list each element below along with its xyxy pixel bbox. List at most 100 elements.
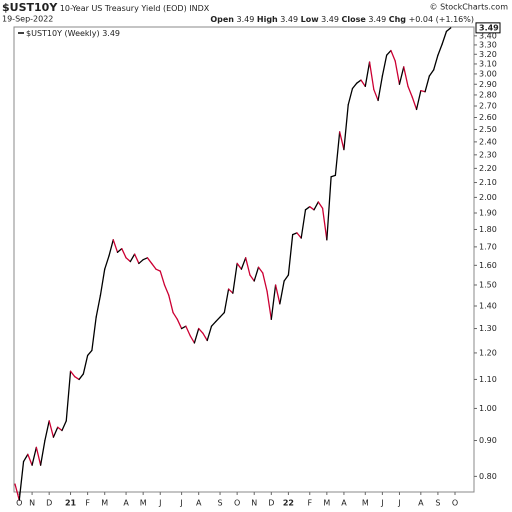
line-segment — [377, 75, 384, 102]
line-segment — [403, 66, 409, 88]
x-tick-label: D — [268, 499, 274, 508]
line-segment — [172, 311, 178, 320]
line-segment — [445, 27, 452, 33]
line-segment — [270, 284, 277, 320]
y-tick-label: 3.00 — [479, 69, 497, 78]
line-segment — [321, 207, 328, 241]
line-segment — [138, 259, 144, 265]
line-segment — [441, 30, 448, 45]
line-segment — [223, 288, 230, 314]
x-tick-label: 22 — [283, 499, 294, 508]
line-segment — [163, 284, 170, 296]
line-segment — [296, 232, 302, 239]
date: 19-Sep-2022 — [2, 15, 53, 24]
line-segment — [287, 233, 294, 276]
line-segment — [108, 239, 114, 257]
x-tick-label: O — [234, 499, 240, 508]
line-segment — [18, 460, 25, 501]
line-segment — [151, 262, 157, 270]
line-segment — [176, 318, 183, 330]
line-segment — [381, 54, 388, 77]
x-tick-label: J — [179, 499, 182, 508]
quote-label: Chg — [389, 15, 407, 24]
line-segment — [347, 87, 354, 106]
line-segment — [215, 316, 221, 323]
y-tick-label: 2.80 — [479, 90, 497, 99]
line-segment — [394, 60, 401, 85]
line-segment — [292, 232, 298, 236]
y-tick-label: 2.60 — [479, 113, 497, 122]
y-tick-label: 1.10 — [479, 375, 497, 384]
y-tick-label: 1.50 — [479, 280, 497, 289]
x-tick-label: J — [158, 499, 161, 508]
line-segment — [210, 320, 217, 327]
line-segment — [279, 280, 285, 305]
x-tick-label: M — [101, 499, 108, 508]
line-segment — [364, 61, 371, 88]
line-segment — [236, 262, 243, 270]
line-segment — [334, 131, 341, 177]
line-segment — [428, 69, 435, 77]
line-segment — [86, 349, 93, 357]
line-segment — [283, 274, 290, 282]
line-segment — [74, 376, 80, 381]
line-segment — [407, 85, 413, 98]
line-segment — [219, 311, 225, 318]
line-segment — [424, 75, 431, 93]
line-segment — [193, 327, 200, 344]
x-tick-label: O — [452, 499, 458, 508]
y-tick-label: 3.20 — [479, 50, 497, 59]
y-tick-label: 2.00 — [479, 193, 497, 202]
y-tick-label: 1.60 — [479, 261, 497, 270]
line-segment — [180, 325, 187, 330]
line-segment — [351, 82, 358, 90]
line-segment — [326, 176, 332, 241]
y-tick-label: 1.90 — [479, 209, 497, 218]
quote-label: Low — [301, 15, 320, 24]
y-tick-label: 2.50 — [479, 125, 497, 134]
line-segment — [317, 201, 324, 209]
x-tick-label: O — [16, 499, 22, 508]
x-tick-label: S — [435, 499, 440, 508]
line-segment — [262, 272, 268, 292]
line-segment — [27, 453, 33, 466]
legend-entry: $UST10Y (Weekly) — [26, 29, 100, 38]
x-tick-label: S — [218, 499, 223, 508]
line-segment — [189, 335, 196, 344]
y-tick-label: 1.20 — [479, 348, 497, 357]
line-segment — [304, 206, 311, 211]
y-tick-label: 2.20 — [479, 164, 497, 173]
line-segment — [206, 325, 213, 342]
line-segment — [300, 209, 307, 239]
line-segment — [155, 268, 161, 272]
y-tick-label: 2.90 — [479, 80, 497, 89]
line-segment — [398, 66, 405, 85]
line-segment — [257, 266, 264, 274]
line-segment — [91, 316, 97, 352]
line-segment — [121, 248, 127, 259]
x-tick-label: J — [380, 499, 383, 508]
y-tick-label: 1.70 — [479, 242, 497, 251]
line-segment — [339, 131, 345, 151]
line-segment — [198, 327, 204, 334]
line-segment — [146, 257, 153, 265]
y-tick-label: 1.30 — [479, 324, 497, 333]
x-tick-label: J — [397, 499, 400, 508]
line-segment — [368, 61, 375, 91]
line-segment — [168, 294, 174, 314]
line-segment — [22, 453, 29, 463]
plot-frame — [13, 26, 475, 493]
line-segment — [31, 446, 38, 466]
y-tick-label: 2.30 — [479, 150, 497, 159]
line-segment — [390, 49, 396, 62]
line-segment — [44, 420, 50, 442]
x-tick-label: A — [123, 499, 129, 508]
y-tick-label: 0.80 — [479, 472, 497, 481]
line-segment — [48, 420, 55, 438]
line-segment — [330, 174, 337, 178]
x-tick-label: A — [418, 499, 424, 508]
line-segment — [274, 284, 281, 305]
x-tick-label: N — [251, 499, 257, 508]
line-segment — [57, 426, 63, 432]
line-segment — [343, 104, 349, 151]
